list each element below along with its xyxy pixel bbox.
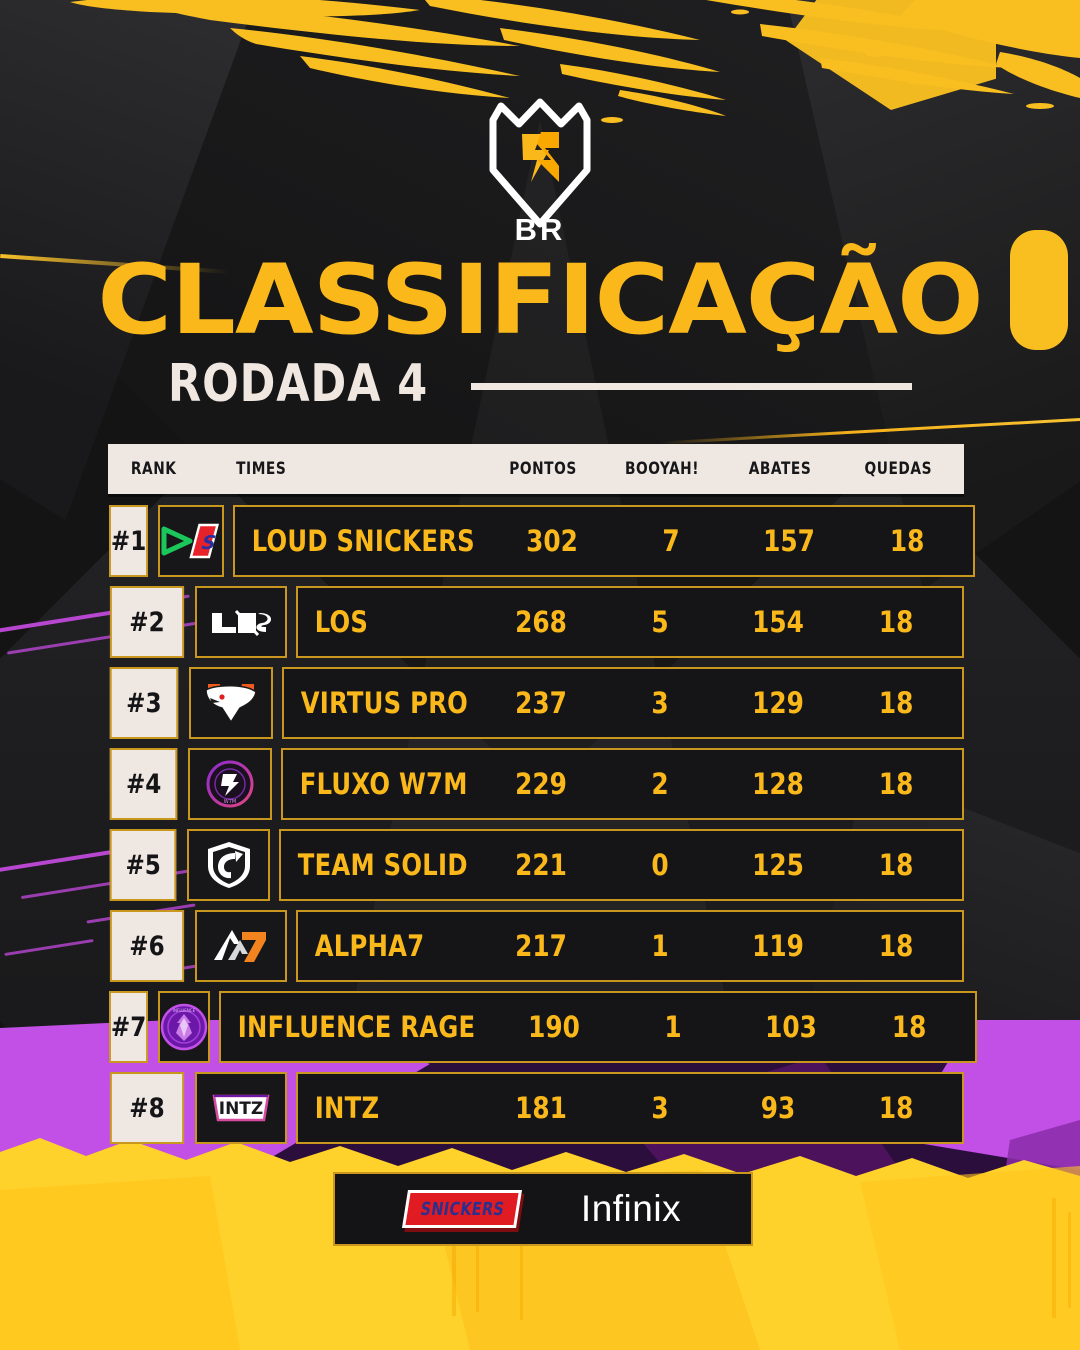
team-name: LOUD SNICKERS (252, 524, 476, 558)
column-header-times: TIMES (236, 459, 287, 479)
cell-quedas: 18 (878, 686, 914, 720)
team-name: INFLUENCE RAGE (238, 1010, 476, 1044)
fluxo-w7m-logo-icon: W7M (188, 748, 273, 820)
cell-quedas: 18 (878, 605, 914, 639)
cell-quedas: 18 (878, 767, 914, 801)
gold-pill-right (1010, 230, 1068, 350)
table-row[interactable]: #4 W7M FLUXO W7M 229 2 128 18 (108, 748, 964, 820)
cell-abates: 129 (752, 686, 804, 720)
team-name: FLUXO W7M (300, 767, 469, 801)
rank-badge: #5 (109, 829, 177, 901)
cell-quedas: 18 (878, 1091, 914, 1125)
cell-quedas: 18 (878, 848, 914, 882)
cell-pontos: 190 (527, 1010, 580, 1044)
rank-badge: #2 (109, 586, 185, 658)
cell-pontos: 217 (515, 929, 567, 963)
cell-booyah: 1 (651, 929, 669, 963)
team-name: VIRTUS PRO (300, 686, 469, 720)
table-header-row: RANK TIMES PONTOS BOOYAH! ABATES QUEDAS (108, 444, 964, 494)
cell-abates: 93 (760, 1091, 796, 1125)
snickers-logo-icon: SNICKERS (401, 1190, 522, 1228)
cell-booyah: 2 (651, 767, 669, 801)
virtus-pro-logo-icon (188, 667, 274, 739)
cell-pontos: 302 (526, 524, 579, 558)
rank-badge: #4 (109, 748, 178, 820)
column-header-abates: ABATES (748, 459, 812, 479)
svg-text:S: S (201, 531, 218, 554)
column-header-quedas: QUEDAS (864, 459, 933, 479)
table-row[interactable]: #1 S LOUD SNICKERS 302 7 157 18 (108, 505, 976, 577)
table-row[interactable]: #2 LOS 268 5 154 18 (108, 586, 964, 658)
row-stats: LOS 268 5 154 18 (296, 586, 964, 658)
cell-booyah: 1 (664, 1010, 682, 1044)
table-row[interactable]: #6 ALPHA7 217 1 119 18 (108, 910, 964, 982)
cell-quedas: 18 (890, 524, 925, 558)
cell-pontos: 237 (515, 686, 567, 720)
row-stats: INTZ 181 3 93 18 (296, 1072, 964, 1144)
column-header-pontos: PONTOS (509, 459, 577, 479)
cell-abates: 157 (763, 524, 816, 558)
table-row[interactable]: #5 TEAM SOLID 221 0 125 18 (108, 829, 964, 901)
infinix-logo: Infinix (580, 1188, 682, 1229)
team-solid-logo-icon (187, 829, 271, 901)
alpha7-logo-icon (195, 910, 287, 982)
crown-shield-crest-icon (475, 98, 605, 228)
svg-text:INFLUENCE: INFLUENCE (173, 1008, 196, 1013)
influence-rage-logo-icon: INFLUENCE (158, 991, 211, 1063)
svg-text:W7M: W7M (224, 799, 236, 805)
sponsor-bar: SNICKERS Infinix (333, 1172, 753, 1246)
table-row[interactable]: #3 VIRTUS PRO 237 3 129 18 (108, 667, 964, 739)
standings-table: RANK TIMES PONTOS BOOYAH! ABATES QUEDAS … (108, 444, 977, 1153)
rank-badge: #1 (109, 505, 149, 577)
row-stats: TEAM SOLID 221 0 125 18 (279, 829, 964, 901)
rank-badge: #6 (109, 910, 185, 982)
cell-booyah: 0 (651, 848, 669, 882)
loud-snickers-logo-icon: S (158, 505, 225, 577)
table-row[interactable]: #8 INTZ INTZ 181 3 93 18 (108, 1072, 964, 1144)
row-stats: LOUD SNICKERS 302 7 157 18 (233, 505, 976, 577)
rank-badge: #8 (109, 1072, 185, 1144)
cell-booyah: 3 (651, 1091, 669, 1125)
subtitle-row: RODADA 4 (168, 356, 912, 412)
yellow-brush-top-decoration (0, 0, 1080, 129)
rank-badge: #3 (109, 667, 178, 739)
row-stats: INFLUENCE RAGE 190 1 103 18 (219, 991, 977, 1063)
team-name: LOS (314, 605, 369, 639)
cell-abates: 154 (752, 605, 804, 639)
column-header-rank: RANK (130, 459, 177, 479)
cell-pontos: 268 (515, 605, 567, 639)
cell-quedas: 18 (891, 1010, 927, 1044)
intz-logo-icon: INTZ (195, 1072, 287, 1144)
subtitle-rule (470, 382, 912, 390)
round-subtitle: RODADA 4 (168, 354, 429, 414)
row-stats: FLUXO W7M 229 2 128 18 (281, 748, 964, 820)
column-header-booyah: BOOYAH! (624, 459, 700, 479)
cell-abates: 125 (752, 848, 804, 882)
snickers-label: SNICKERS (418, 1198, 506, 1220)
table-body: #1 S LOUD SNICKERS 302 7 157 18 #2 LOS 268 5 154… (108, 505, 977, 1144)
cell-abates: 128 (752, 767, 804, 801)
rank-badge: #7 (109, 991, 149, 1063)
row-stats: ALPHA7 217 1 119 18 (296, 910, 964, 982)
cell-booyah: 3 (651, 686, 669, 720)
row-stats: VIRTUS PRO 237 3 129 18 (282, 667, 964, 739)
cell-pontos: 181 (515, 1091, 567, 1125)
cell-abates: 103 (764, 1010, 817, 1044)
team-name: TEAM SOLID (297, 848, 468, 882)
cell-pontos: 221 (515, 848, 567, 882)
team-name: INTZ (314, 1091, 380, 1125)
cell-quedas: 18 (878, 929, 914, 963)
los-logo-icon (195, 586, 287, 658)
svg-text:INTZ: INTZ (219, 1099, 263, 1119)
team-name: ALPHA7 (314, 929, 425, 963)
cell-booyah: 5 (651, 605, 669, 639)
cell-pontos: 229 (515, 767, 567, 801)
cell-booyah: 7 (662, 524, 680, 558)
table-row[interactable]: #7 INFLUENCE INFLUENCE RAGE 190 1 103 18 (108, 991, 977, 1063)
cell-abates: 119 (752, 929, 804, 963)
region-label: BR (514, 212, 566, 247)
page-title: CLASSIFICAÇÃO (97, 244, 983, 356)
